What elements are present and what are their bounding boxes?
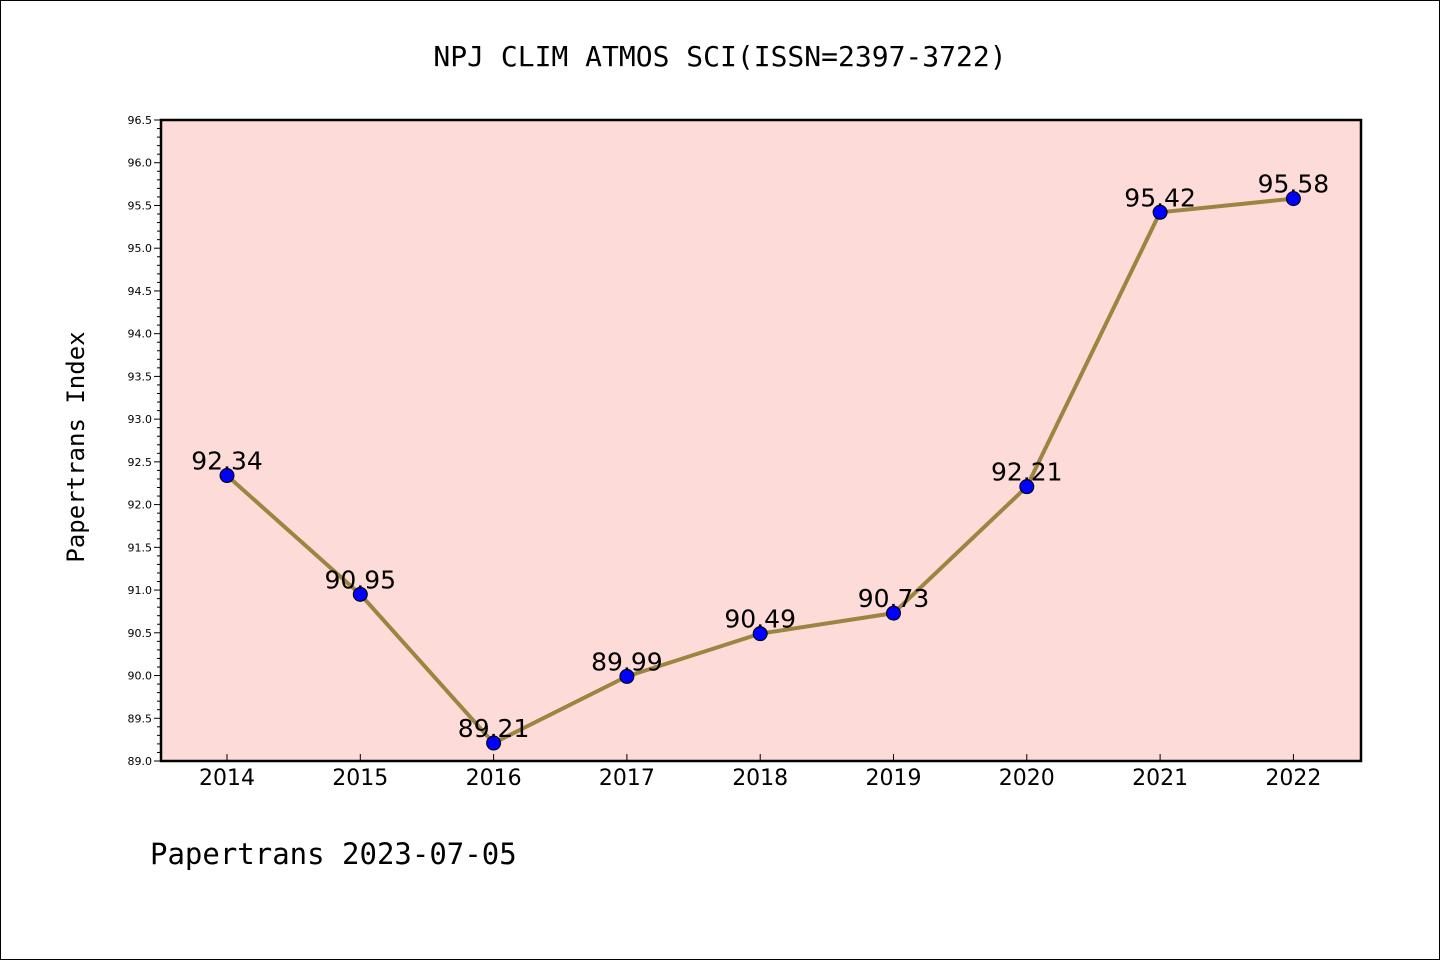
y-tick-label: 91.0 — [128, 584, 153, 597]
y-axis: 89.0 89.5 90.0 90.5 91.0 91.5 92.0 92.5 93.0 93.5… — [128, 114, 161, 768]
y-tick-label: 89.0 — [128, 755, 153, 768]
data-point-marker — [1285, 191, 1301, 207]
data-point-marker — [752, 626, 768, 642]
y-tick-label: 90.0 — [128, 670, 153, 683]
data-point-marker — [886, 605, 901, 621]
data-point-marker — [619, 668, 635, 684]
data-label: 92.34 — [191, 447, 263, 476]
x-axis: 2014 2015 2016 2017 2018 2019 2020 2021 2022 — [199, 754, 1321, 791]
y-axis-label: Papertrans Index — [62, 331, 90, 562]
x-tick-label: 2015 — [332, 766, 388, 791]
data-label: 95.58 — [1258, 170, 1330, 199]
x-tick-label: 2022 — [1265, 766, 1321, 791]
data-label: 90.73 — [858, 584, 930, 613]
y-tick-label: 96.0 — [128, 157, 153, 170]
y-tick-label: 92.5 — [128, 456, 153, 469]
y-tick-label: 95.5 — [128, 199, 153, 212]
data-label: 89.99 — [591, 647, 663, 676]
x-tick-label: 2016 — [466, 766, 522, 791]
data-label: 90.95 — [325, 565, 397, 594]
data-label: 89.21 — [458, 714, 530, 743]
data-label: 95.42 — [1124, 183, 1196, 212]
y-tick-label: 94.5 — [128, 285, 153, 298]
y-tick-label: 93.0 — [128, 413, 153, 426]
data-point-marker — [486, 735, 502, 751]
footer-source-date: Papertrans 2023-07-05 — [150, 837, 517, 871]
series-markers — [219, 191, 1301, 751]
x-tick-label: 2014 — [199, 766, 255, 791]
y-tick-label: 92.0 — [128, 499, 153, 512]
x-tick-label: 2021 — [1132, 766, 1188, 791]
plot-area — [159, 118, 1363, 763]
y-tick-label: 93.5 — [128, 370, 153, 383]
y-tick-label: 90.5 — [128, 627, 153, 640]
x-tick-label: 2019 — [866, 766, 922, 791]
y-tick-label: 89.5 — [128, 712, 153, 725]
y-tick-label: 96.5 — [128, 114, 153, 127]
data-point-marker — [352, 586, 368, 602]
x-tick-label: 2017 — [599, 766, 655, 791]
x-tick-label: 2020 — [999, 766, 1055, 791]
data-label: 92.21 — [991, 458, 1063, 487]
y-tick-label: 94.0 — [128, 328, 153, 341]
y-tick-label: 95.0 — [128, 242, 153, 255]
data-labels: 92.34 90.95 89.21 89.99 90.49 90.73 92.21 95.42… — [191, 170, 1329, 743]
data-label: 90.49 — [724, 605, 796, 634]
data-point-marker — [1019, 479, 1035, 495]
data-point-marker — [219, 468, 235, 484]
chart-title: NPJ CLIM ATMOS SCI(ISSN=2397-3722) — [433, 40, 1006, 73]
data-point-marker — [1152, 204, 1168, 220]
x-tick-label: 2018 — [732, 766, 788, 791]
y-tick-label: 91.5 — [128, 541, 153, 554]
